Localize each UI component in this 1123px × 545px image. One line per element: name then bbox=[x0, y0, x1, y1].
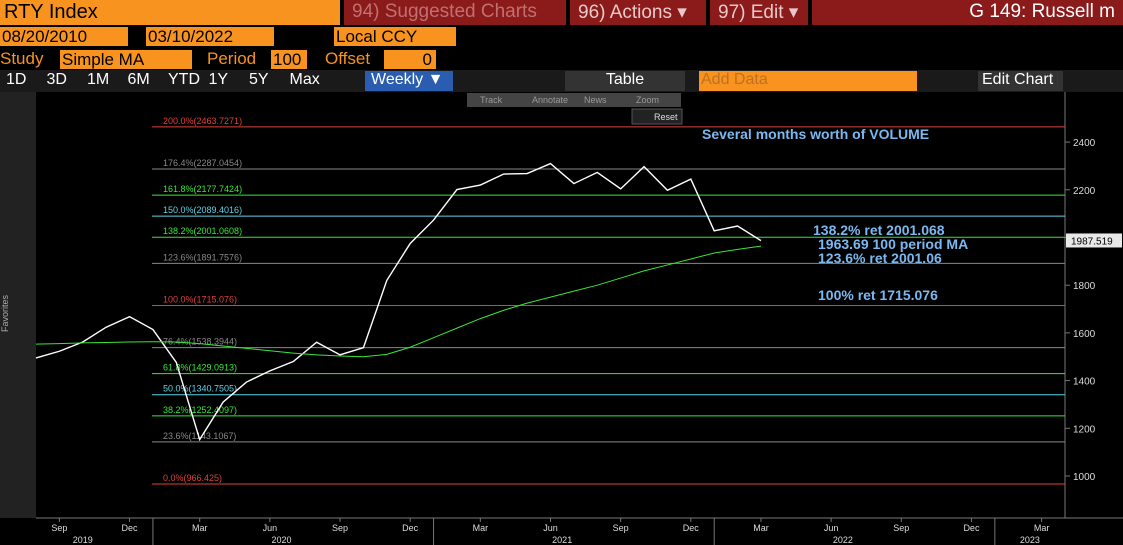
annotation: 138.2% ret 2001.068 bbox=[813, 222, 945, 238]
range-tab[interactable]: 5Y bbox=[249, 71, 269, 88]
chart: Favorites Reset Track Annotate News Zoom 100… bbox=[0, 92, 1123, 545]
table-button[interactable]: Table bbox=[565, 71, 685, 91]
fib-label: 100.0%(1715.076) bbox=[163, 294, 237, 304]
range-tab[interactable]: 3D bbox=[46, 71, 67, 88]
chart-tool: News bbox=[584, 95, 607, 105]
annotation: 100% ret 1715.076 bbox=[818, 287, 938, 303]
chart-tool: Track bbox=[480, 95, 503, 105]
reset-label: Reset bbox=[654, 112, 678, 122]
reset-button[interactable] bbox=[631, 108, 683, 125]
x-tick-label: Mar bbox=[753, 523, 769, 533]
series-line bbox=[35, 245, 762, 358]
year-label: 2019 bbox=[73, 535, 93, 545]
range-tab[interactable]: 1D bbox=[6, 71, 27, 88]
year-label: 2022 bbox=[833, 535, 853, 545]
fib-label: 161.8%(2177.7424) bbox=[163, 184, 242, 194]
frequency[interactable]: Weekly ▼ bbox=[365, 71, 453, 91]
period-label: Period bbox=[207, 49, 257, 68]
x-tick-label: Mar bbox=[1034, 523, 1050, 533]
x-tick-label: Dec bbox=[963, 523, 980, 533]
fib-label: 0.0%(966.425) bbox=[163, 473, 222, 483]
fib-label: 123.6%(1891.7576) bbox=[163, 252, 242, 262]
left-toolbar bbox=[0, 92, 36, 518]
y-tick-label: 1000 bbox=[1073, 472, 1096, 483]
series-line bbox=[35, 162, 762, 442]
x-tick-label: Dec bbox=[402, 523, 419, 533]
x-tick-label: Dec bbox=[122, 523, 139, 533]
x-tick-label: Sep bbox=[51, 523, 67, 533]
edit-chart[interactable]: Edit Chart bbox=[978, 71, 1063, 91]
x-tick-label: Jun bbox=[543, 523, 558, 533]
offset-label: Offset bbox=[325, 49, 371, 68]
x-tick-label: Mar bbox=[192, 523, 208, 533]
y-tick-label: 1400 bbox=[1073, 377, 1096, 388]
x-tick-label: Jun bbox=[263, 523, 278, 533]
x-tick-label: Sep bbox=[332, 523, 348, 533]
x-tick-label: Dec bbox=[683, 523, 700, 533]
y-tick-label: 2200 bbox=[1073, 186, 1096, 197]
y-tick-label: 1600 bbox=[1073, 329, 1096, 340]
fib-label: 150.0%(2089.4016) bbox=[163, 205, 242, 215]
fib-label: 176.4%(2287.0454) bbox=[163, 158, 242, 168]
period[interactable]: 100 bbox=[271, 50, 307, 69]
year-label: 2023 bbox=[1020, 535, 1040, 545]
last-price-label: 1987.519 bbox=[1071, 236, 1113, 247]
fib-label: 76.4%(1538.3944) bbox=[163, 337, 237, 347]
x-tick-label: Jun bbox=[824, 523, 839, 533]
range-tab[interactable]: 6M bbox=[127, 71, 150, 88]
year-label: 2020 bbox=[272, 535, 292, 545]
x-tick-label: Sep bbox=[893, 523, 909, 533]
chart-tool: Zoom bbox=[636, 95, 659, 105]
chart-name: G 149: Russell m bbox=[812, 0, 1123, 25]
currency[interactable]: Local CCY bbox=[334, 27, 456, 46]
range-tab[interactable]: YTD bbox=[168, 71, 200, 88]
last-price-tag bbox=[1066, 233, 1122, 248]
chart-tool: Annotate bbox=[532, 95, 568, 105]
fib-label: 138.2%(2001.0608) bbox=[163, 226, 242, 236]
fib-label: 50.0%(1340.7505) bbox=[163, 384, 237, 394]
annotation: Several months worth of VOLUME bbox=[702, 126, 929, 142]
add-data[interactable]: Add Data bbox=[699, 71, 917, 91]
end-date[interactable]: 03/10/2022 bbox=[146, 27, 274, 46]
security[interactable]: RTY Index bbox=[0, 0, 340, 25]
fib-label: 61.8%(1429.0913) bbox=[163, 363, 237, 373]
range-tab[interactable]: 1M bbox=[87, 71, 110, 88]
y-tick-label: 2400 bbox=[1073, 138, 1096, 149]
toolbar: 1D 3D 1M 6M YTD 1Y 5Y Max bbox=[0, 70, 1123, 92]
range-tab[interactable]: 1Y bbox=[208, 71, 229, 88]
favorites: Favorites bbox=[0, 294, 10, 332]
actions-menu[interactable]: 96) Actions ▾ bbox=[570, 0, 706, 25]
x-tick-label: Mar bbox=[473, 523, 489, 533]
y-tick-label: 1200 bbox=[1073, 424, 1096, 435]
fib-label: 23.6%(1143.1067) bbox=[163, 431, 236, 441]
chart-tools bbox=[467, 93, 681, 107]
study[interactable]: Simple MA bbox=[60, 50, 192, 69]
study-label: Study bbox=[0, 49, 44, 68]
x-tick-label: Sep bbox=[613, 523, 629, 533]
range-tab[interactable]: Max bbox=[289, 71, 320, 88]
edit-menu[interactable]: 97) Edit ▾ bbox=[710, 0, 808, 25]
start-date[interactable]: 08/20/2010 bbox=[0, 27, 128, 46]
annotation: 1963.69 100 period MA bbox=[818, 236, 968, 252]
year-label: 2021 bbox=[552, 535, 572, 545]
annotation: 123.6% ret 2001.06 bbox=[818, 250, 942, 266]
offset[interactable]: 0 bbox=[384, 50, 436, 69]
suggested-charts[interactable]: 94) Suggested Charts bbox=[344, 0, 566, 25]
fib-label: 38.2%(1252.4097) bbox=[163, 405, 237, 415]
fib-label: 200.0%(2463.7271) bbox=[163, 116, 242, 126]
y-tick-label: 1800 bbox=[1073, 281, 1096, 292]
